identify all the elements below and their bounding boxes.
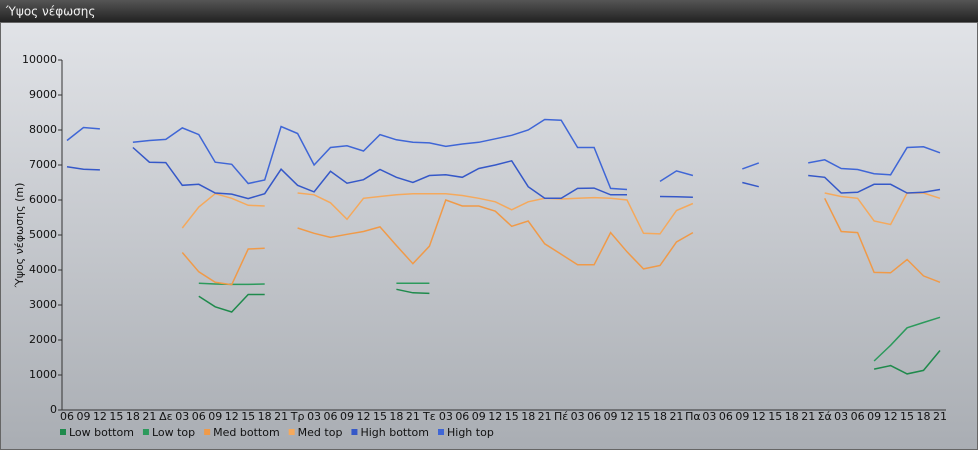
x-tick-label: Πα bbox=[685, 410, 701, 423]
legend-swatch bbox=[351, 429, 358, 435]
x-tick-label: 21 bbox=[538, 410, 552, 423]
x-tick-label: 15 bbox=[505, 410, 519, 423]
x-tick-label: Τε bbox=[422, 410, 436, 423]
legend-swatch bbox=[438, 429, 444, 435]
x-tick-label: 06 bbox=[719, 410, 733, 423]
x-tick-label: 03 bbox=[439, 410, 453, 423]
x-tick-label: 18 bbox=[653, 410, 667, 423]
x-tick-label: 09 bbox=[208, 410, 222, 423]
legend-swatch bbox=[60, 429, 66, 435]
x-tick-label: 18 bbox=[126, 410, 140, 423]
legend-label: High top bbox=[447, 426, 494, 439]
x-tick-label: 21 bbox=[406, 410, 420, 423]
x-tick-label: 12 bbox=[488, 410, 502, 423]
y-tick-label: 7000 bbox=[29, 158, 57, 171]
x-tick-label: 15 bbox=[768, 410, 782, 423]
x-tick-label: Σά bbox=[818, 410, 832, 423]
y-axis-label: Ύψος νέφωσης (m) bbox=[13, 183, 26, 289]
x-tick-label: 03 bbox=[307, 410, 321, 423]
x-tick-label: 09 bbox=[340, 410, 354, 423]
x-tick-label: Πέ bbox=[554, 410, 568, 423]
x-tick-label: 15 bbox=[241, 410, 255, 423]
y-tick-label: 4000 bbox=[29, 263, 57, 276]
legend-label: Med bottom bbox=[213, 426, 280, 439]
title-bar bbox=[0, 0, 978, 22]
x-tick-label: 15 bbox=[637, 410, 651, 423]
x-tick-label: Δε bbox=[159, 410, 173, 423]
y-tick-label: 1000 bbox=[29, 368, 57, 381]
y-tick-label: 0 bbox=[50, 403, 57, 416]
y-tick-label: 3000 bbox=[29, 298, 57, 311]
x-tick-label: 09 bbox=[604, 410, 618, 423]
x-tick-label: 15 bbox=[900, 410, 914, 423]
x-tick-label: 06 bbox=[587, 410, 601, 423]
x-tick-label: 09 bbox=[76, 410, 90, 423]
x-tick-label: 21 bbox=[274, 410, 288, 423]
x-tick-label: 12 bbox=[620, 410, 634, 423]
x-tick-label: 18 bbox=[389, 410, 403, 423]
x-tick-label: 18 bbox=[917, 410, 931, 423]
x-tick-label: 06 bbox=[60, 410, 74, 423]
x-tick-label: 06 bbox=[455, 410, 469, 423]
x-tick-label: 06 bbox=[324, 410, 338, 423]
y-tick-label: 10000 bbox=[22, 53, 57, 66]
x-tick-label: 15 bbox=[373, 410, 387, 423]
series-line bbox=[198, 288, 941, 375]
x-tick-label: 03 bbox=[571, 410, 585, 423]
x-tick-label: 09 bbox=[735, 410, 749, 423]
x-tick-label: 06 bbox=[192, 410, 206, 423]
x-tick-label: 12 bbox=[356, 410, 370, 423]
x-tick-label: 18 bbox=[521, 410, 535, 423]
y-tick-label: 5000 bbox=[29, 228, 57, 241]
x-tick-label: 18 bbox=[785, 410, 799, 423]
legend-label: Low top bbox=[152, 426, 195, 439]
x-tick-label: 21 bbox=[142, 410, 156, 423]
x-tick-label: 21 bbox=[801, 410, 815, 423]
legend-swatch bbox=[288, 429, 295, 435]
x-tick-label: 15 bbox=[109, 410, 123, 423]
x-tick-label: 21 bbox=[669, 410, 683, 423]
x-tick-label: 18 bbox=[258, 410, 272, 423]
y-tick-label: 8000 bbox=[29, 123, 57, 136]
y-tick-label: 2000 bbox=[29, 333, 57, 346]
y-tick-label: 9000 bbox=[29, 88, 57, 101]
x-tick-label: 03 bbox=[834, 410, 848, 423]
legend-label: High bottom bbox=[360, 426, 429, 439]
x-tick-label: 03 bbox=[175, 410, 189, 423]
legend-swatch bbox=[204, 429, 211, 435]
x-tick-label: 12 bbox=[93, 410, 107, 423]
series-line bbox=[66, 146, 941, 200]
chart-title: Ύψος νέφωσης bbox=[5, 5, 95, 19]
x-tick-label: Τρ bbox=[290, 410, 305, 423]
x-tick-label: 12 bbox=[225, 410, 239, 423]
x-tick-label: 12 bbox=[884, 410, 898, 423]
x-tick-label: 09 bbox=[472, 410, 486, 423]
x-tick-label: 09 bbox=[867, 410, 881, 423]
legend-label: Low bottom bbox=[69, 426, 134, 439]
x-tick-label: 03 bbox=[702, 410, 716, 423]
x-tick-label: 12 bbox=[752, 410, 766, 423]
series-line bbox=[66, 118, 941, 191]
legend-label: Med top bbox=[298, 426, 343, 439]
series-line bbox=[181, 197, 941, 286]
x-tick-label: 06 bbox=[851, 410, 865, 423]
legend-swatch bbox=[142, 429, 149, 435]
y-tick-label: 6000 bbox=[29, 193, 57, 206]
x-tick-label: 21 bbox=[933, 410, 947, 423]
